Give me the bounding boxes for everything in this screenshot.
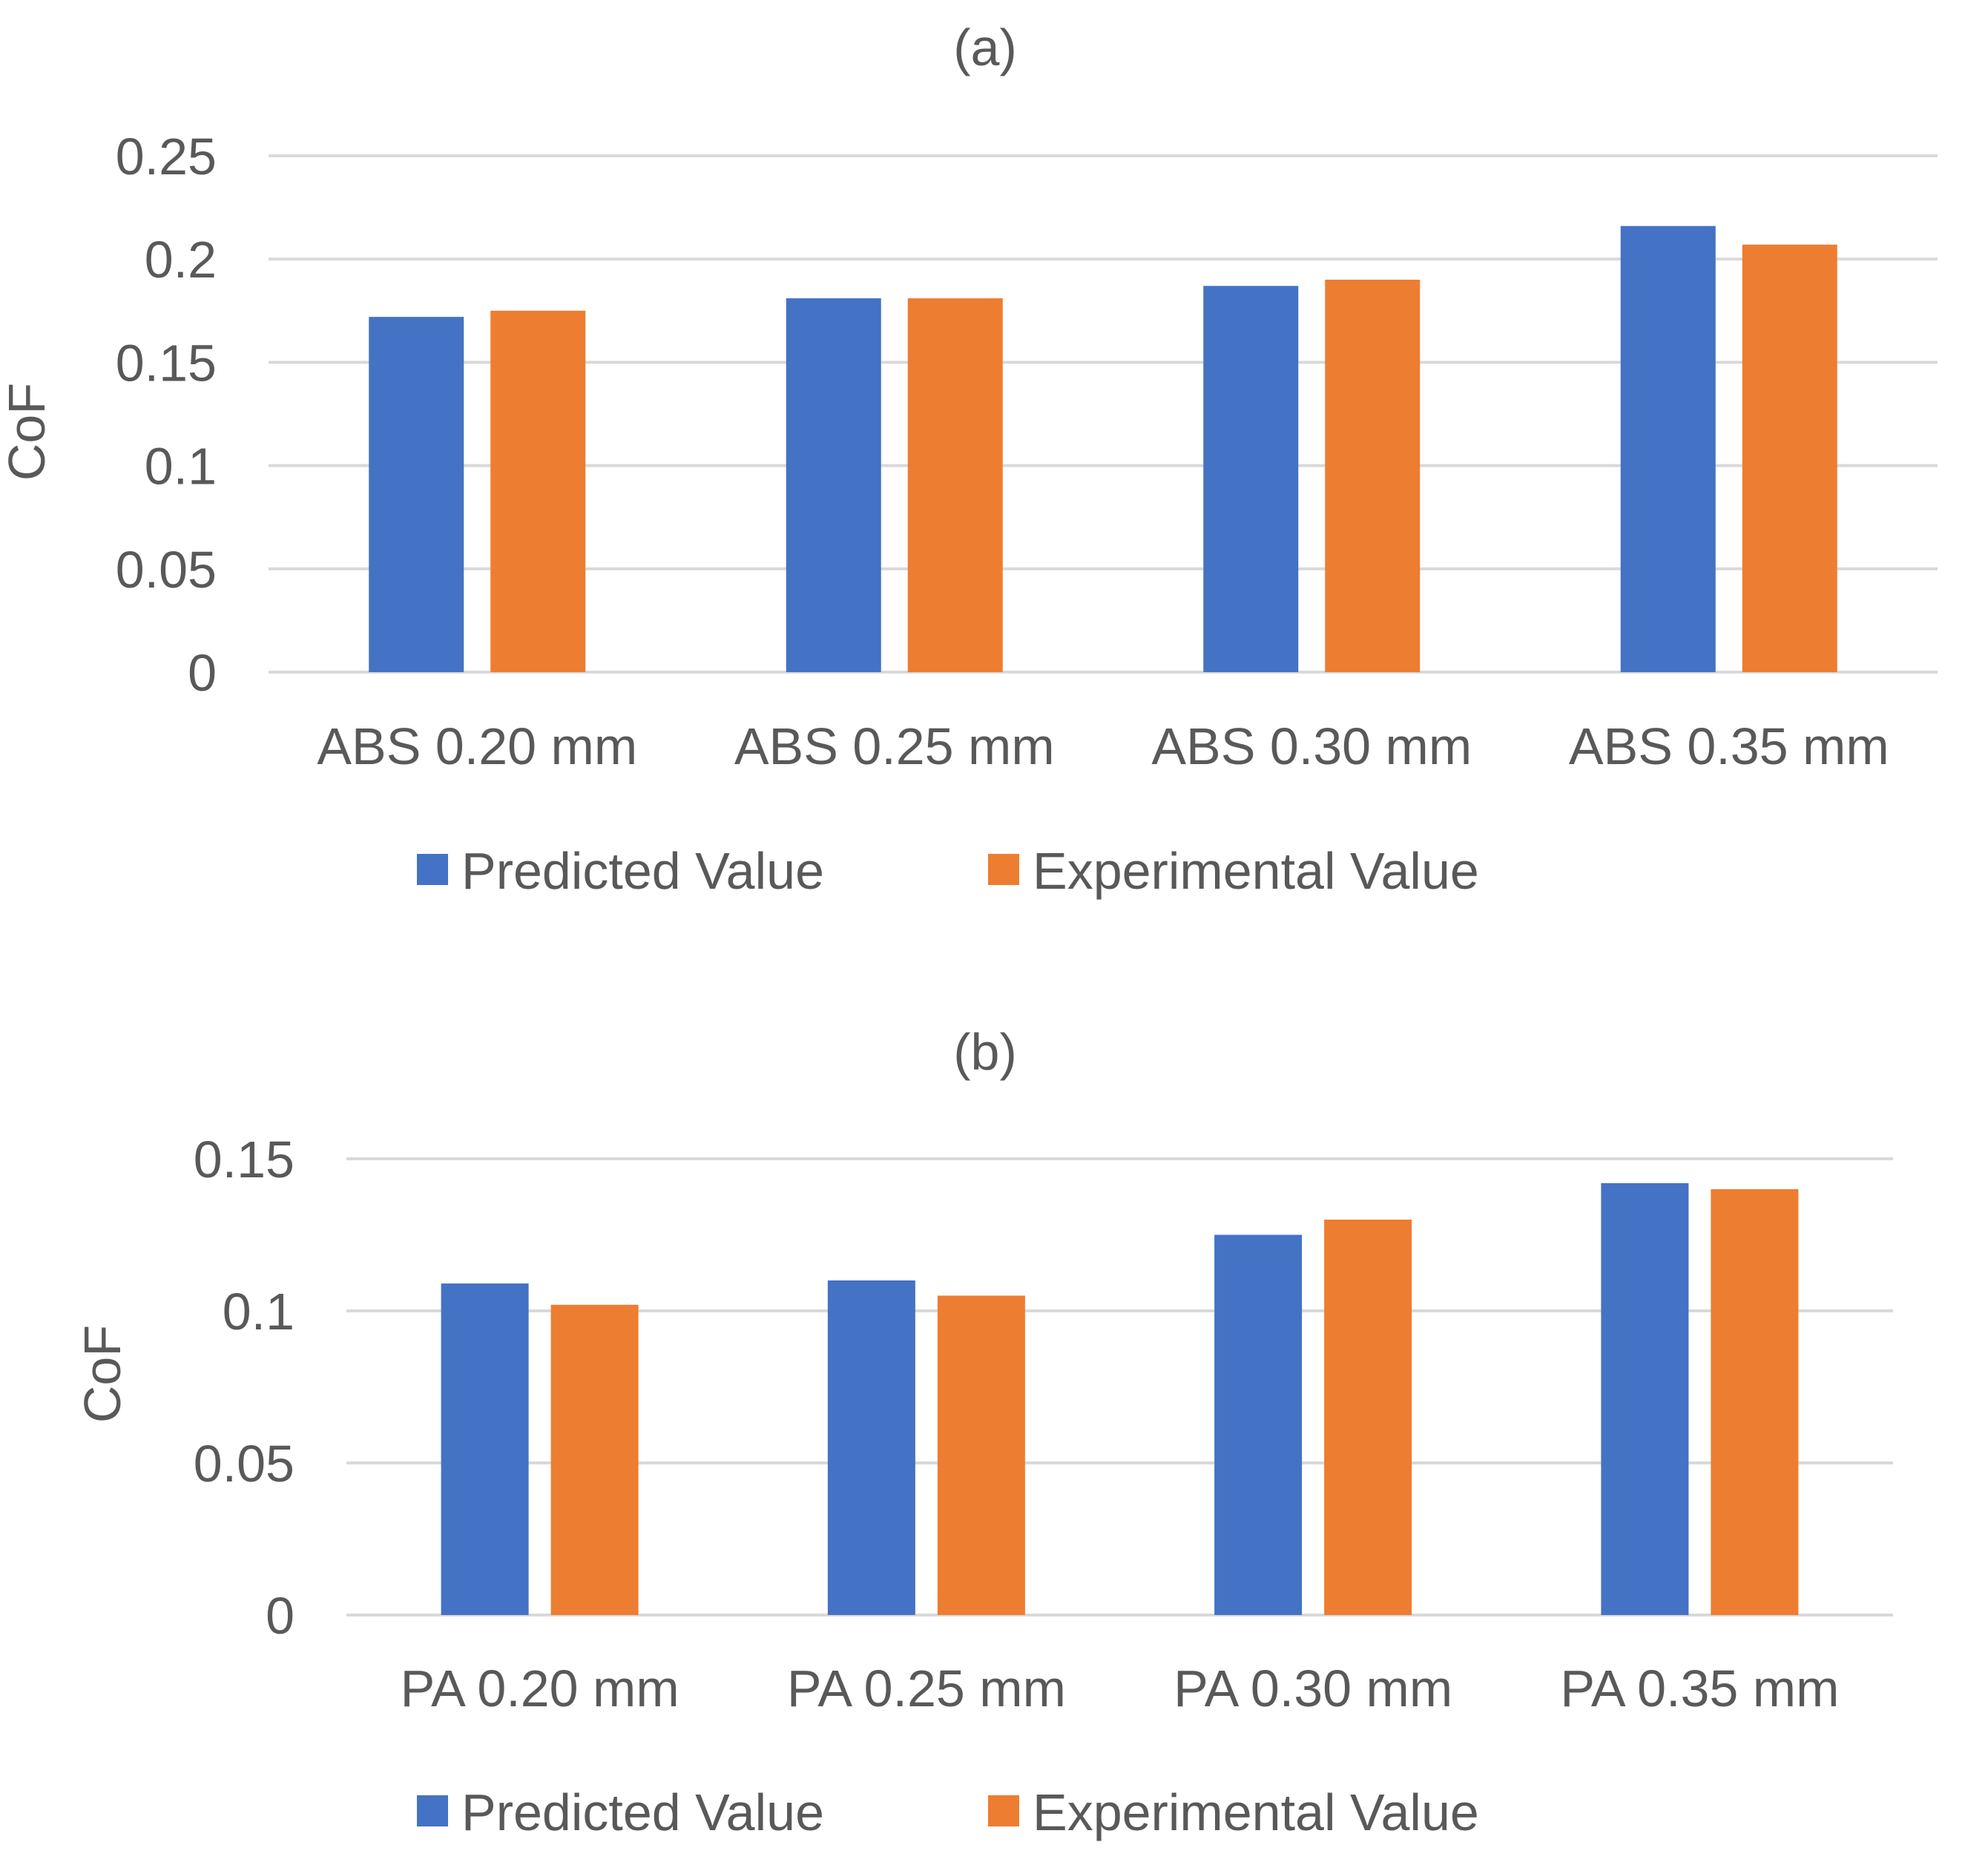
y-tick-label: 0.05 <box>194 1435 294 1493</box>
legend-label-experimental: Experimental Value <box>1033 1783 1479 1841</box>
y-tick-label: 0 <box>188 644 217 702</box>
x-category-label: PA 0.25 mm <box>787 1660 1066 1717</box>
chart-title: (b) <box>953 1023 1017 1081</box>
bar-experimental <box>550 1304 639 1615</box>
y-tick-label: 0 <box>266 1587 294 1645</box>
chart-b: (b) 0 0.05 0.1 0.15 CoF PA 0.20 mm PA 0.25 m… <box>73 1023 1893 1841</box>
x-axis-categories: PA 0.20 mm PA 0.25 mm PA 0.30 mm PA 0.35 mm <box>401 1660 1840 1717</box>
bar-experimental <box>1324 1220 1412 1615</box>
bar-predicted <box>369 317 464 672</box>
y-tick-label: 0.1 <box>145 438 217 496</box>
x-category-label: ABS 0.25 mm <box>734 717 1055 775</box>
legend-label-predicted: Predicted Value <box>461 842 824 900</box>
y-axis-label: CoF <box>73 1325 131 1423</box>
legend-swatch-predicted <box>417 1795 448 1826</box>
x-category-label: PA 0.35 mm <box>1560 1660 1839 1717</box>
legend-swatch-experimental <box>988 1795 1019 1826</box>
y-tick-label: 0.05 <box>116 541 217 599</box>
y-tick-label: 0.2 <box>145 231 217 289</box>
legend-label-experimental: Experimental Value <box>1033 842 1479 900</box>
y-tick-label: 0.15 <box>194 1131 294 1188</box>
bar-predicted <box>786 298 881 672</box>
bar-experimental <box>1742 244 1837 672</box>
x-category-label: ABS 0.35 mm <box>1569 717 1889 775</box>
bar-predicted <box>827 1280 915 1615</box>
y-tick-label: 0.25 <box>116 128 217 185</box>
chart-a: (a) 00.050.10.150.20.25 CoF ABS 0.20 mm A… <box>0 19 1938 900</box>
bar-experimental <box>1711 1189 1799 1615</box>
y-tick-label: 0.15 <box>116 334 217 392</box>
bar-predicted <box>1601 1183 1689 1615</box>
x-category-label: PA 0.30 mm <box>1174 1660 1452 1717</box>
bar-experimental <box>1325 280 1421 672</box>
bars <box>441 1183 1799 1615</box>
y-axis-ticks: 0 0.05 0.1 0.15 <box>194 1131 294 1645</box>
x-axis-categories: ABS 0.20 mm ABS 0.25 mm ABS 0.30 mm ABS 0.3… <box>317 717 1889 775</box>
bar-predicted <box>1203 286 1299 673</box>
legend-swatch-predicted <box>417 854 448 885</box>
bar-experimental <box>907 298 1003 672</box>
x-category-label: ABS 0.30 mm <box>1151 717 1472 775</box>
chart-title: (a) <box>953 19 1017 76</box>
x-category-label: ABS 0.20 mm <box>317 717 637 775</box>
y-axis-label: CoF <box>0 383 56 481</box>
bar-experimental <box>490 310 586 672</box>
bars <box>369 226 1837 673</box>
legend: Predicted Value Experimental Value <box>417 842 1479 900</box>
bar-predicted <box>441 1283 529 1615</box>
x-category-label: PA 0.20 mm <box>401 1660 679 1717</box>
y-tick-label: 0.1 <box>223 1283 294 1341</box>
y-axis-ticks: 0 0.05 0.1 0.15 0.2 0.25 <box>116 128 217 702</box>
legend: Predicted Value Experimental Value <box>417 1783 1479 1841</box>
bar-predicted <box>1620 226 1716 672</box>
legend-label-predicted: Predicted Value <box>461 1783 824 1841</box>
bar-experimental <box>937 1295 1025 1615</box>
legend-swatch-experimental <box>988 854 1019 885</box>
bar-predicted <box>1214 1234 1303 1615</box>
